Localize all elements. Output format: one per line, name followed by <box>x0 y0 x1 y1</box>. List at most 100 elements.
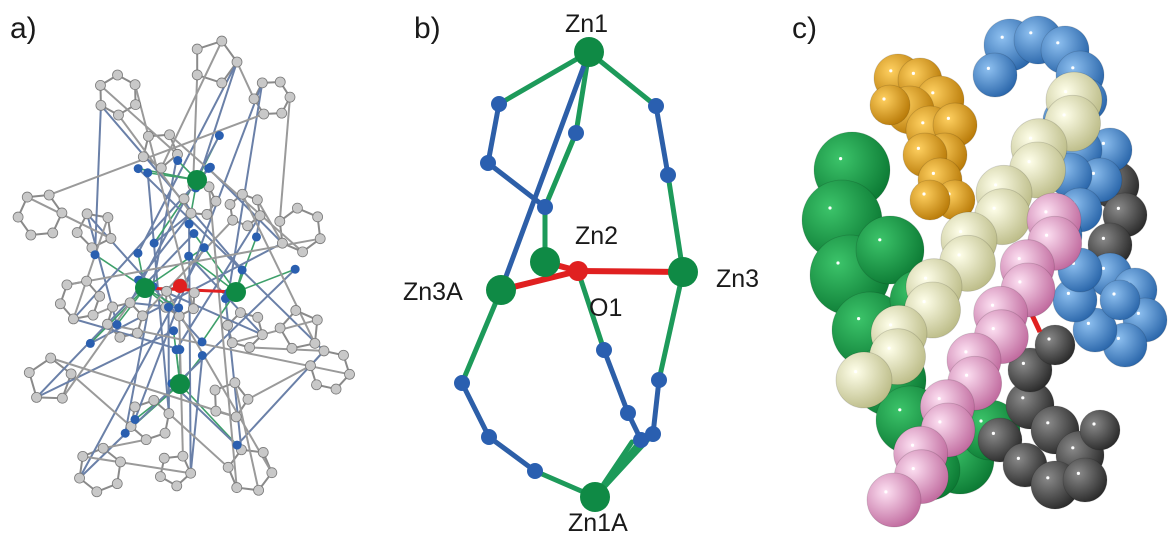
highlight-dot <box>1044 210 1048 214</box>
panel-b: b) Zn1 Zn2 Zn3 Zn3A O1 Zn1A <box>380 0 780 541</box>
carbon-atom <box>274 322 286 334</box>
highlight-dot <box>964 373 969 377</box>
carbon-atom <box>140 434 152 446</box>
bond <box>168 133 304 253</box>
carbon-atom <box>242 220 254 232</box>
nitrogen-atom <box>651 372 667 388</box>
bond <box>171 382 243 451</box>
carbon-atom <box>222 319 234 331</box>
nitrogen-atom <box>232 440 242 450</box>
highlight-dot <box>994 183 998 187</box>
zn1a-atom <box>580 482 610 512</box>
bond <box>485 101 502 166</box>
zn2-atom <box>530 247 560 277</box>
carbon-atom <box>159 427 171 439</box>
panel-a-label: a) <box>10 12 37 45</box>
nitrogen-atom <box>633 432 649 448</box>
nitrogen-atom <box>648 98 664 114</box>
bond <box>137 167 325 352</box>
bond <box>496 49 592 107</box>
nitrogen-atom <box>290 264 300 274</box>
bond <box>94 105 102 255</box>
nitrogen-atom <box>130 414 140 424</box>
zinc-atom <box>135 278 155 298</box>
carbon-atom <box>91 486 103 498</box>
panel-c-label: c) <box>792 12 817 45</box>
highlight-dot <box>931 91 935 95</box>
carbon-atom <box>163 408 175 419</box>
carbon-atom <box>81 275 92 287</box>
carbon-atom <box>47 227 59 239</box>
carbon-atom <box>185 207 197 219</box>
panel-a: a) <box>0 0 380 541</box>
bond <box>26 196 112 240</box>
carbon-atom <box>318 345 330 357</box>
carbon-atom <box>253 484 264 496</box>
bond <box>278 97 291 222</box>
carbon-atom <box>87 309 99 321</box>
highlight-dot <box>1066 291 1070 295</box>
carbon-atom <box>54 298 66 310</box>
highlight-dot <box>937 396 941 401</box>
bond <box>36 329 174 399</box>
highlight-dot <box>1116 206 1120 210</box>
ball-and-stick-full-structure <box>12 35 355 498</box>
carbon-atom <box>171 480 183 492</box>
highlight-dot <box>922 192 926 196</box>
highlight-dot <box>889 69 893 73</box>
ligand-yellow-spacefill <box>835 71 1103 409</box>
highlight-dot <box>1016 456 1020 460</box>
nitrogen-atom <box>169 326 179 336</box>
oxygen-atom <box>173 279 187 293</box>
bond-zn-n <box>235 268 296 293</box>
highlight-dot <box>1017 256 1021 261</box>
nitrogen-atom <box>149 238 159 248</box>
bond <box>72 217 109 320</box>
carbon-atom <box>188 287 200 299</box>
nitrogen-atom <box>205 162 215 172</box>
highlight-dot <box>1101 266 1105 270</box>
carbon-atom <box>274 76 286 88</box>
highlight-dot <box>1046 476 1050 480</box>
nitrogen-atom <box>454 375 470 391</box>
carbon-atom <box>158 452 170 464</box>
carbon-atom <box>252 311 264 323</box>
highlight-dot <box>828 206 832 210</box>
nitrogen-atom <box>184 251 194 261</box>
highlight-dot <box>1076 471 1080 475</box>
nitrogen-atom <box>645 426 661 442</box>
carbon-atom <box>248 93 260 105</box>
carbon-atom <box>56 207 68 219</box>
nitrogen-atom <box>527 463 543 479</box>
carbon-atom <box>231 56 243 68</box>
highlight-dot <box>1101 141 1105 145</box>
bond <box>498 49 592 293</box>
carbon-atom <box>292 202 303 214</box>
atom-sphere <box>855 215 925 285</box>
highlight-dot <box>1101 236 1105 240</box>
nitrogen-atom <box>568 125 584 141</box>
bond <box>137 61 238 254</box>
carbon-atom <box>309 337 321 349</box>
carbon-atom <box>266 467 278 479</box>
bond <box>241 193 316 344</box>
carbon-atom <box>312 211 324 223</box>
carbon-atom <box>45 352 57 364</box>
bond <box>50 357 237 418</box>
bond <box>231 318 318 344</box>
nitrogen-atom <box>90 250 100 260</box>
bond-zn-n <box>144 246 205 289</box>
carbon-atom <box>113 109 124 121</box>
carbon-atom <box>344 368 355 380</box>
bond <box>70 373 132 428</box>
carbon-atom <box>155 471 166 482</box>
ligand-gray-spacefill <box>977 160 1148 510</box>
highlight-dot <box>986 66 990 70</box>
carbon-atom <box>290 305 302 316</box>
bond <box>152 285 263 336</box>
carbon-atom <box>257 447 269 458</box>
highlight-dot <box>957 253 961 257</box>
zinc-atom <box>226 282 246 302</box>
highlight-dot <box>910 443 915 447</box>
nitrogen-atom <box>164 302 174 312</box>
